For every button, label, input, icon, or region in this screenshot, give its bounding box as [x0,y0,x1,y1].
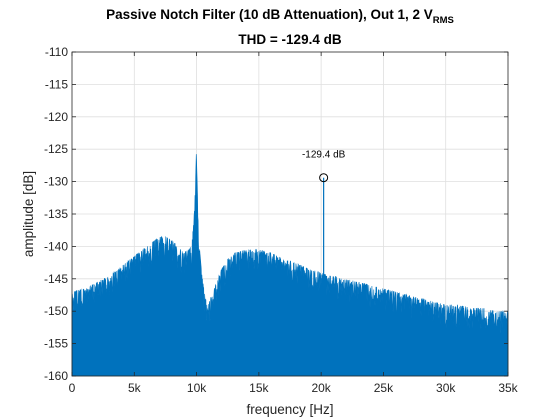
chart-title-subscript: RMS [433,15,454,26]
y-axis-label: amplitude [dB] [21,171,36,257]
x-tick-label: 10k [187,381,207,395]
y-tick-label: -155 [44,337,68,351]
y-tick-label: -130 [44,175,68,189]
chart-title: Passive Notch Filter (10 dB Attenuation)… [106,7,454,26]
x-axis-label: frequency [Hz] [246,402,333,417]
y-tick-label: -140 [44,239,68,253]
y-tick-label: -110 [45,45,68,59]
harmonic-marker-group: -129.4 dB [302,150,346,286]
spectrum-area [71,154,509,377]
spectrum-marks [71,154,509,377]
x-tick-label: 35k [498,381,518,395]
x-tick-label: 30k [436,381,456,395]
y-tick-label: -120 [44,110,68,124]
y-tick-label: -135 [44,207,68,221]
x-tick-label: 5k [128,381,142,395]
y-tick-label: -115 [45,77,68,91]
x-tick-label: 0 [69,381,76,395]
chart-title-main: Passive Notch Filter (10 dB Attenuation)… [106,7,433,22]
y-tick-label: -160 [44,369,68,383]
harmonic-label: -129.4 dB [302,150,346,161]
x-tick-label: 25k [374,381,394,395]
axis-ticks: 0 5k 10k 15k 20k 25k 30k 35k -160 -155 -150 -145 -14… [44,45,519,395]
y-tick-label: -125 [44,142,68,156]
x-tick-label: 15k [249,381,269,395]
y-tick-label: -150 [44,304,68,318]
harmonic-marker [319,173,329,183]
y-tick-label: -145 [44,272,68,286]
chart-subtitle: THD = -129.4 dB [238,32,341,47]
x-tick-label: 20k [311,381,331,395]
